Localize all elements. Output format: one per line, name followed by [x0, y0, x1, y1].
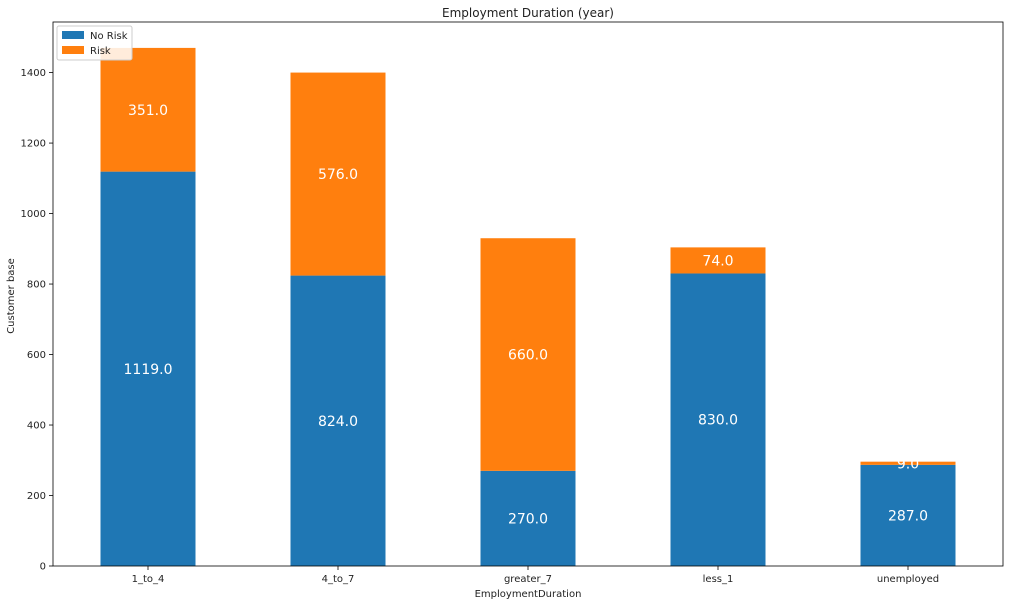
data-label-no-risk-4_to_7: 824.0 [318, 414, 358, 430]
y-tick-label: 800 [27, 280, 46, 291]
data-labels-group: 1119.0 351.0 824.0 576.0 270.0 660.0 830.0 74.0… [124, 103, 929, 528]
bar-no-risk-unemployed [860, 464, 956, 566]
legend: No Risk Risk [56, 25, 133, 61]
y-tick-label: 1000 [21, 209, 46, 220]
bar-risk-1_to_4 [100, 47, 196, 172]
y-tick-label: 400 [27, 421, 46, 432]
legend-label-no-risk: No Risk [90, 31, 128, 42]
x-axis: 1_to_4 4_to_7 greater_7 less_1 unemployed [132, 566, 939, 585]
x-tick-label-unemployed: unemployed [877, 574, 939, 585]
x-tick-label-1_to_4: 1_to_4 [132, 574, 165, 585]
y-tick-label: 200 [27, 491, 46, 502]
bar-no-risk-1_to_4 [100, 171, 196, 566]
legend-swatch-risk [62, 46, 84, 54]
data-label-risk-1_to_4: 351.0 [128, 103, 168, 119]
y-tick-label: 1200 [21, 139, 46, 150]
bar-risk-less_1 [670, 247, 766, 274]
data-label-no-risk-greater_7: 270.0 [508, 511, 548, 527]
data-label-risk-greater_7: 660.0 [508, 348, 548, 364]
data-label-risk-less_1: 74.0 [702, 253, 733, 269]
x-tick-label-less_1: less_1 [703, 574, 734, 585]
chart-title: Employment Duration (year) [442, 6, 614, 20]
bar-no-risk-4_to_7 [290, 275, 386, 566]
x-axis-label: EmploymentDuration [475, 589, 582, 600]
data-label-no-risk-unemployed: 287.0 [888, 508, 928, 524]
legend-label-risk: Risk [90, 46, 111, 57]
data-label-risk-4_to_7: 576.0 [318, 167, 358, 183]
data-label-risk-unemployed: 9.0 [897, 456, 919, 472]
bar-no-risk-greater_7 [480, 470, 576, 566]
data-label-no-risk-less_1: 830.0 [698, 413, 738, 429]
y-tick-label: 0 [40, 562, 46, 573]
legend-swatch-no-risk [62, 31, 84, 39]
y-tick-label: 1400 [21, 68, 46, 79]
data-label-no-risk-1_to_4: 1119.0 [124, 362, 173, 378]
bar-no-risk-less_1 [670, 273, 766, 566]
y-axis-label: Customer base [6, 258, 17, 334]
y-axis: 0 200 400 600 800 1000 1200 1400 [21, 68, 53, 573]
bar-risk-greater_7 [480, 238, 576, 471]
x-tick-label-greater_7: greater_7 [504, 574, 552, 585]
bars-group [100, 47, 956, 566]
plot-frame [52, 21, 1004, 567]
x-tick-label-4_to_7: 4_to_7 [322, 574, 355, 585]
y-tick-label: 600 [27, 350, 46, 361]
bar-risk-unemployed [860, 461, 956, 465]
bar-risk-4_to_7 [290, 72, 386, 276]
